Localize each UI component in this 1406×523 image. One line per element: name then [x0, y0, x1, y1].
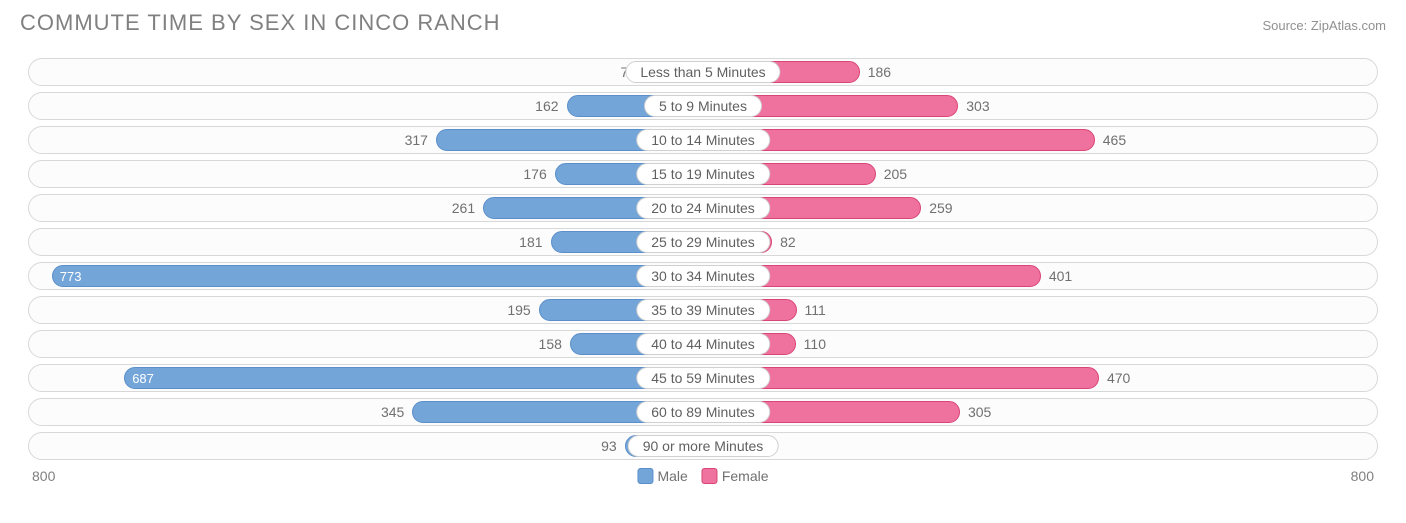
chart-row: 176 205 15 to 19 Minutes — [28, 160, 1378, 188]
legend-item-male: Male — [637, 468, 687, 484]
category-label: 90 or more Minutes — [628, 435, 779, 457]
header-row: COMMUTE TIME BY SEX IN CINCO RANCH Sourc… — [20, 10, 1386, 36]
female-value: 465 — [1103, 127, 1126, 153]
female-value: 110 — [804, 331, 826, 357]
category-label: Less than 5 Minutes — [625, 61, 780, 83]
male-value: 687 — [132, 365, 154, 391]
category-label: 15 to 19 Minutes — [636, 163, 770, 185]
male-value: 345 — [381, 399, 404, 425]
male-value: 195 — [507, 297, 530, 323]
male-value: 317 — [405, 127, 428, 153]
chart-row: 195 111 35 to 39 Minutes — [28, 296, 1378, 324]
chart-row: 935590 or more Minutes — [28, 432, 1378, 460]
category-label: 60 to 89 Minutes — [636, 401, 770, 423]
chart-row: 317 465 10 to 14 Minutes — [28, 126, 1378, 154]
chart-row: 687 470 45 to 59 Minutes — [28, 364, 1378, 392]
male-value: 773 — [60, 263, 82, 289]
legend-item-female: Female — [702, 468, 769, 484]
male-value: 181 — [519, 229, 542, 255]
category-label: 30 to 34 Minutes — [636, 265, 770, 287]
chart-title: COMMUTE TIME BY SEX IN CINCO RANCH — [20, 10, 501, 36]
chart-row: 261 259 20 to 24 Minutes — [28, 194, 1378, 222]
category-label: 40 to 44 Minutes — [636, 333, 770, 355]
chart-area: 70186Less than 5 Minutes1623035 to 9 Min… — [20, 58, 1386, 460]
chart-container: COMMUTE TIME BY SEX IN CINCO RANCH Sourc… — [0, 0, 1406, 523]
legend: Male Female — [637, 468, 768, 484]
female-value: 205 — [884, 161, 907, 187]
chart-row: 70186Less than 5 Minutes — [28, 58, 1378, 86]
legend-female-label: Female — [722, 468, 769, 484]
female-value: 111 — [805, 297, 826, 323]
female-value: 186 — [868, 59, 891, 85]
male-bar — [124, 367, 703, 389]
axis-left-max: 800 — [32, 468, 55, 484]
female-swatch-icon — [702, 468, 718, 484]
chart-row: 162 303 5 to 9 Minutes — [28, 92, 1378, 120]
category-label: 5 to 9 Minutes — [644, 95, 762, 117]
female-value: 303 — [966, 93, 989, 119]
male-swatch-icon — [637, 468, 653, 484]
female-value: 82 — [780, 229, 796, 255]
male-value: 176 — [523, 161, 546, 187]
male-value: 162 — [535, 93, 558, 119]
female-value: 259 — [929, 195, 952, 221]
chart-row: 158 110 40 to 44 Minutes — [28, 330, 1378, 358]
female-value: 401 — [1049, 263, 1072, 289]
chart-row: 345 305 60 to 89 Minutes — [28, 398, 1378, 426]
chart-row: 773 401 30 to 34 Minutes — [28, 262, 1378, 290]
male-value: 261 — [452, 195, 475, 221]
male-value: 93 — [601, 433, 617, 459]
category-label: 45 to 59 Minutes — [636, 367, 770, 389]
category-label: 25 to 29 Minutes — [636, 231, 770, 253]
axis-right-max: 800 — [1351, 468, 1374, 484]
female-value: 305 — [968, 399, 991, 425]
male-value: 158 — [539, 331, 562, 357]
male-bar — [52, 265, 703, 287]
legend-male-label: Male — [657, 468, 687, 484]
female-value: 470 — [1107, 365, 1130, 391]
category-label: 20 to 24 Minutes — [636, 197, 770, 219]
chart-row: 181 82 25 to 29 Minutes — [28, 228, 1378, 256]
category-label: 10 to 14 Minutes — [636, 129, 770, 151]
source-attribution: Source: ZipAtlas.com — [1262, 18, 1386, 33]
axis-row: 800 Male Female 800 — [20, 466, 1386, 484]
category-label: 35 to 39 Minutes — [636, 299, 770, 321]
